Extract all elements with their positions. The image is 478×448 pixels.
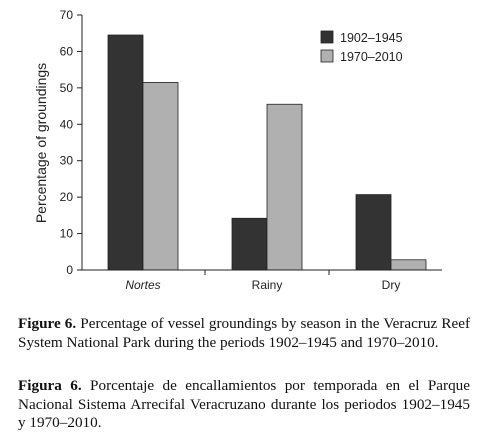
y-tick-label: 40 xyxy=(60,117,74,131)
legend-label: 1970–2010 xyxy=(340,50,403,64)
y-tick-label: 10 xyxy=(60,227,74,241)
caption-english-text: Percentage of vessel groundings by seaso… xyxy=(18,315,471,351)
y-tick-label: 60 xyxy=(60,44,74,58)
legend: 1902–1945 1970–2010 xyxy=(320,30,403,64)
bar-dry-series-1 xyxy=(355,194,392,271)
y-tick-label: 0 xyxy=(66,263,73,277)
y-tick-label: 70 xyxy=(60,8,74,22)
legend-swatch xyxy=(320,30,334,44)
x-category-label: Rainy xyxy=(252,278,283,292)
caption-english: Figure 6. Percentage of vessel grounding… xyxy=(18,315,470,352)
axes-group: 0 10 20 30 40 50 60 70 Nortes Rainy Dry xyxy=(60,8,442,292)
legend-label: 1902–1945 xyxy=(340,31,403,45)
y-tick-label: 30 xyxy=(60,154,74,168)
bar-rainy-series-2 xyxy=(266,103,303,271)
bars-group xyxy=(107,34,427,271)
x-category-label: Nortes xyxy=(125,278,160,292)
caption-english-label: Figure 6. xyxy=(18,315,77,332)
caption-spanish-label: Figura 6. xyxy=(18,377,82,394)
bar-nortes-series-1 xyxy=(107,34,144,271)
y-tick-label: 20 xyxy=(60,190,74,204)
y-axis-title: Percentage of groundings xyxy=(33,63,49,223)
caption-spanish-text: Porcentaje de encallamientos por tempora… xyxy=(18,377,471,431)
caption-spanish: Figura 6. Porcentaje de encallamientos p… xyxy=(18,377,470,433)
bar-rainy-series-1 xyxy=(231,217,268,271)
bar-chart: 0 10 20 30 40 50 60 70 Nortes Rainy Dry Percentage… xyxy=(33,8,442,292)
y-tick-label: 50 xyxy=(60,81,74,95)
bar-nortes-series-2 xyxy=(142,81,179,271)
x-category-label: Dry xyxy=(382,278,401,292)
legend-swatch xyxy=(320,49,334,63)
bar-dry-series-2 xyxy=(390,259,427,271)
